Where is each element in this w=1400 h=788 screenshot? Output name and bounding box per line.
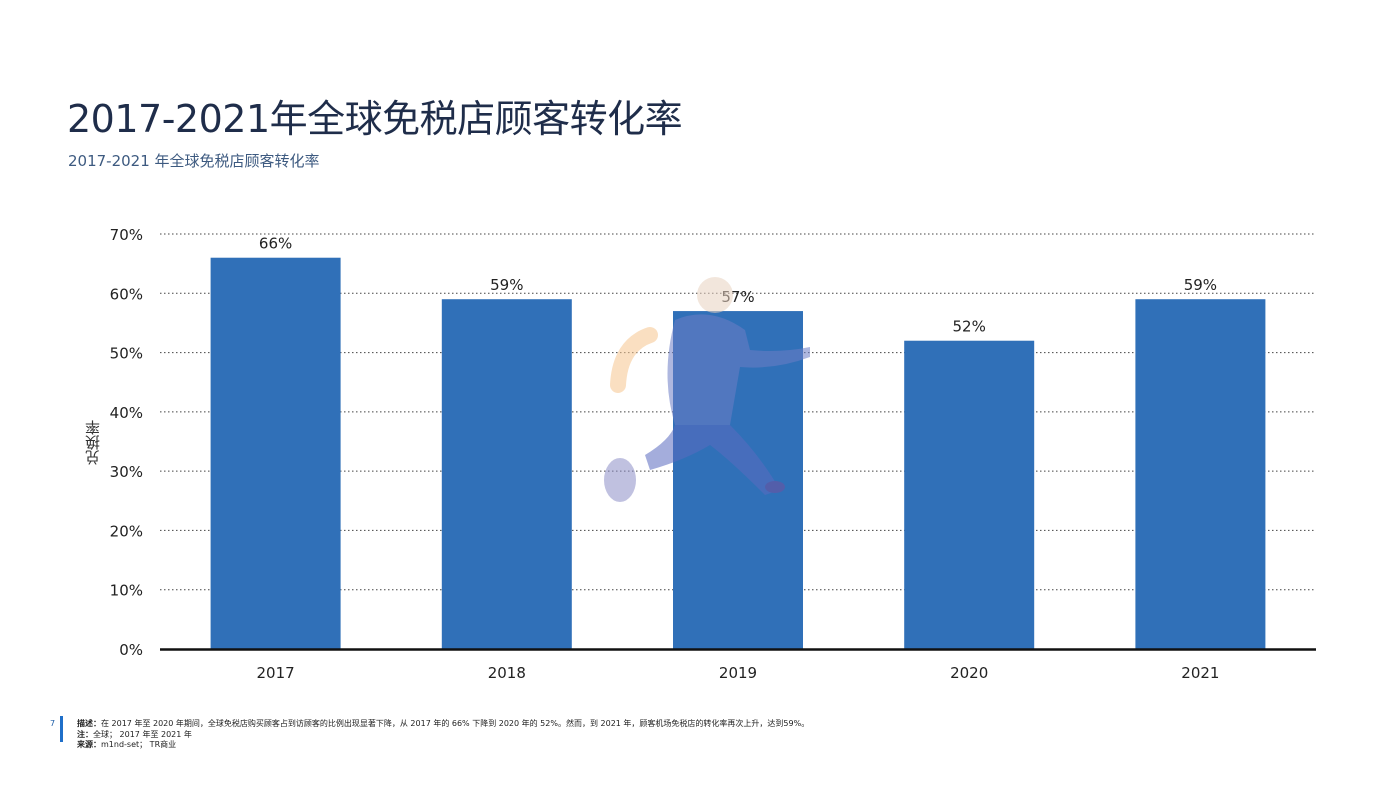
source-label: 来源： xyxy=(77,740,101,749)
x-tick-label: 2018 xyxy=(488,664,526,682)
description-label: 描述： xyxy=(77,719,101,728)
source-text: m1nd-set； TR商业 xyxy=(101,740,177,749)
y-tick-label: 30% xyxy=(110,463,143,481)
grid-lines xyxy=(160,233,1316,591)
y-axis-label: 兑换率 xyxy=(84,420,102,465)
bar-2020 xyxy=(904,340,1035,649)
description-line: 描述：在 2017 年至 2020 年期间，全球免税店购买顾客占到访顾客的比例出… xyxy=(77,719,809,730)
y-tick-label: 0% xyxy=(119,641,143,659)
bars xyxy=(210,257,1266,649)
page-subtitle: 2017-2021 年全球免税店顾客转化率 xyxy=(68,152,320,170)
footer-notes: 描述：在 2017 年至 2020 年期间，全球免税店购买顾客占到访顾客的比例出… xyxy=(77,719,809,751)
data-label: 52% xyxy=(953,318,986,336)
y-tick-labels: 0% 10% 20% 30% 40% 50% 60% 70% xyxy=(110,226,143,659)
x-tick-label: 2020 xyxy=(950,664,988,682)
x-tick-label: 2019 xyxy=(719,664,757,682)
y-tick-label: 50% xyxy=(110,345,143,363)
source-line: 来源：m1nd-set； TR商业 xyxy=(77,740,809,751)
page-number: 7 xyxy=(50,719,56,728)
data-label: 66% xyxy=(259,235,292,253)
y-tick-label: 60% xyxy=(110,285,143,303)
data-label: 57% xyxy=(721,288,754,306)
bar-2021 xyxy=(1135,299,1266,649)
note-line: 注：全球； 2017 年至 2021 年 xyxy=(77,730,809,741)
x-tick-label: 2021 xyxy=(1181,664,1219,682)
bar-2018 xyxy=(441,299,572,649)
bar-2019 xyxy=(673,311,803,649)
page-title: 2017-2021年全球免税店顾客转化率 xyxy=(67,97,683,141)
y-tick-label: 20% xyxy=(110,522,143,540)
data-label: 59% xyxy=(1184,276,1217,294)
x-tick-labels: 2017 2018 2019 2020 2021 xyxy=(257,664,1220,682)
bar-chart: 0%10%20%30%40%50%60%70% 66%59%57%52%59% … xyxy=(110,226,1316,682)
note-text: 全球； 2017 年至 2021 年 xyxy=(93,729,192,739)
data-label: 59% xyxy=(490,276,523,294)
x-tick-label: 2017 xyxy=(257,664,295,682)
note-label: 注： xyxy=(77,729,93,739)
y-tick-label: 40% xyxy=(110,404,143,422)
footer-accent-bar xyxy=(60,716,63,742)
y-tick-label: 10% xyxy=(110,582,143,600)
bar-2017 xyxy=(210,257,341,649)
description-text: 在 2017 年至 2020 年期间，全球免税店购买顾客占到访顾客的比例出现显著… xyxy=(101,719,810,728)
y-tick-label: 70% xyxy=(110,226,143,244)
